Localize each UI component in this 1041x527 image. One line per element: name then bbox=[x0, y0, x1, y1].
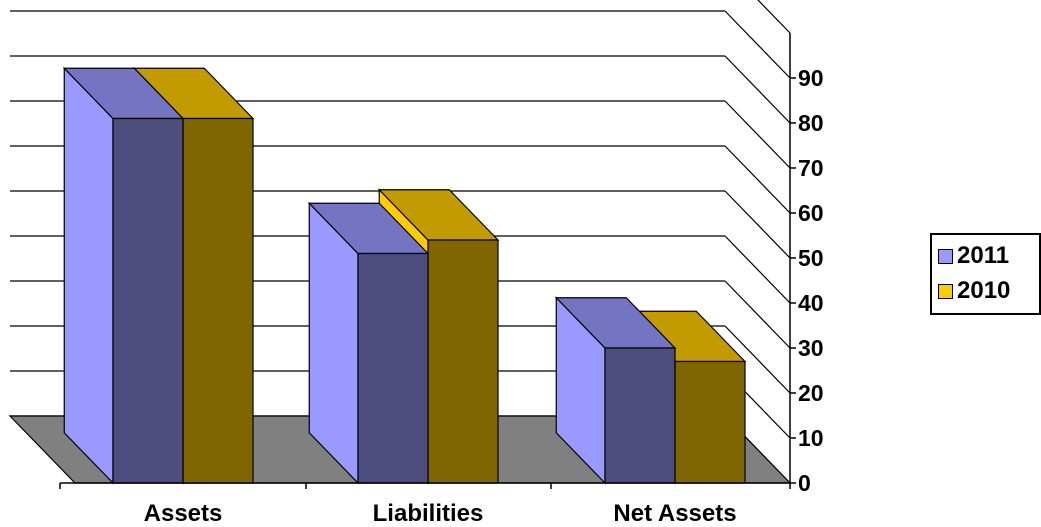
value-axis: 0 10 20 30 40 50 60 70 80 90 bbox=[789, 33, 824, 496]
y-tick-label: 30 bbox=[798, 335, 824, 361]
legend-item-2011: 2011 bbox=[938, 242, 1009, 270]
gridline-side bbox=[724, 10, 791, 79]
gridline-side bbox=[724, 325, 791, 394]
bar-2011-liabilities bbox=[307, 201, 430, 485]
y-tick-label: 20 bbox=[798, 380, 824, 406]
bar-front bbox=[674, 360, 746, 484]
legend-swatch-2010 bbox=[938, 283, 953, 299]
x-tick-label: Assets bbox=[144, 500, 223, 527]
category-axis: Assets Liabilities Net Assets bbox=[59, 482, 791, 527]
bar-2011-net-assets bbox=[554, 296, 677, 485]
legend-label-2010: 2010 bbox=[957, 277, 1011, 304]
bar-front bbox=[182, 117, 254, 484]
bar-front bbox=[427, 239, 499, 484]
y-tick-label: 50 bbox=[798, 245, 824, 271]
y-tick-label: 90 bbox=[798, 65, 824, 91]
y-tick-label: 0 bbox=[798, 470, 811, 496]
bar-front bbox=[357, 252, 429, 484]
y-tick-label: 80 bbox=[798, 110, 824, 136]
bar-2011-assets bbox=[62, 66, 185, 485]
y-tick-label: 70 bbox=[798, 155, 824, 181]
bar-front bbox=[604, 347, 676, 484]
gridline-side bbox=[724, 280, 791, 349]
bar-front bbox=[112, 117, 184, 484]
gridline-side bbox=[724, 190, 791, 259]
legend-item-2010: 2010 bbox=[938, 277, 1010, 305]
x-tick-label: Net Assets bbox=[613, 500, 736, 527]
legend: 2011 2010 bbox=[930, 233, 1041, 315]
y-tick-label: 60 bbox=[798, 200, 824, 226]
gridline-side bbox=[724, 145, 791, 214]
gridline-side bbox=[724, 55, 791, 124]
legend-swatch-2011 bbox=[938, 248, 953, 264]
gridline-side bbox=[757, 0, 791, 34]
bar-side bbox=[63, 66, 114, 485]
legend-label-2011: 2011 bbox=[957, 242, 1010, 269]
bars bbox=[62, 66, 747, 485]
y-tick-label: 10 bbox=[798, 425, 824, 451]
gridline-side bbox=[724, 100, 791, 169]
gridline-side bbox=[724, 235, 791, 304]
y-tick-label: 40 bbox=[798, 290, 824, 316]
x-tick-label: Liabilities bbox=[373, 500, 484, 527]
